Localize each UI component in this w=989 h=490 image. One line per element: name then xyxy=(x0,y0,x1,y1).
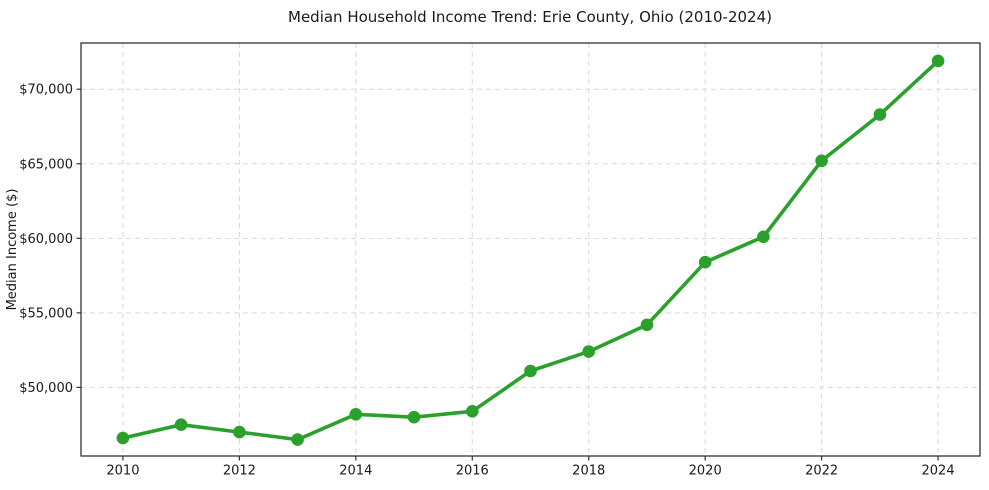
x-tick-label: 2016 xyxy=(456,464,489,479)
data-point-2012 xyxy=(233,425,246,439)
x-tick-label: 2010 xyxy=(106,464,139,479)
data-point-2018 xyxy=(582,345,595,358)
data-point-2021 xyxy=(757,230,770,244)
data-point-2023 xyxy=(873,108,887,121)
trend-line xyxy=(121,59,940,442)
data-point-2014 xyxy=(349,408,363,421)
x-tick-label: 2018 xyxy=(572,464,605,479)
x-tick-label: 2014 xyxy=(339,464,372,479)
x-tick-label: 2012 xyxy=(223,464,256,479)
plot-border xyxy=(80,42,981,457)
x-tick-label: 2024 xyxy=(922,464,955,479)
x-tick-label: 2022 xyxy=(805,464,838,479)
chart-title: Median Household Income Trend: Erie Coun… xyxy=(288,8,772,26)
y-tick-label: $70,000 xyxy=(19,83,73,98)
y-tick-label: $65,000 xyxy=(19,157,73,172)
y-axis-title: Median Income ($) xyxy=(5,189,20,311)
data-point-2024 xyxy=(931,54,945,68)
data-point-2011 xyxy=(174,418,188,432)
y-tick-label: $55,000 xyxy=(19,306,73,321)
axes-layer: 2010 2012 2014 2016 2018 2020 2022 2024 $50,000 $… xyxy=(19,42,981,479)
data-point-2022 xyxy=(815,154,828,168)
y-tick-label: $50,000 xyxy=(19,381,73,396)
data-point-2017 xyxy=(524,364,537,378)
data-point-2020 xyxy=(698,255,712,269)
data-point-2016 xyxy=(466,405,479,418)
x-tick-label: 2020 xyxy=(689,464,722,479)
grid-layer xyxy=(81,43,980,456)
data-point-2019 xyxy=(640,318,654,332)
y-tick-label: $60,000 xyxy=(19,232,73,247)
data-point-2015 xyxy=(407,410,421,424)
series-layer xyxy=(116,54,945,446)
data-point-2010 xyxy=(116,431,130,445)
data-point-2013 xyxy=(291,433,304,446)
